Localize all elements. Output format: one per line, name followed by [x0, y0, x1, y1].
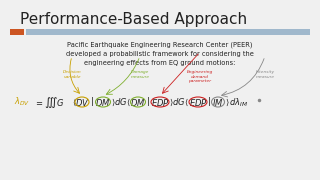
- Bar: [26, 29, 310, 35]
- Text: Decision
variable: Decision variable: [63, 70, 81, 79]
- Text: $|$: $|$: [207, 96, 211, 109]
- Text: $\lambda_{DV}$: $\lambda_{DV}$: [14, 96, 30, 108]
- Text: $DV$: $DV$: [75, 96, 89, 107]
- Text: $|$: $|$: [90, 96, 94, 109]
- Text: $\langle$: $\langle$: [72, 96, 76, 108]
- Text: Intensity
measure: Intensity measure: [255, 70, 275, 79]
- Text: Engineering
demand
parameter: Engineering demand parameter: [187, 70, 213, 83]
- Text: $|$: $|$: [146, 96, 150, 109]
- Text: engineering effects from EQ ground motions:: engineering effects from EQ ground motio…: [84, 60, 236, 66]
- Text: $\rangle\, d\lambda_{IM}$: $\rangle\, d\lambda_{IM}$: [225, 96, 249, 108]
- Text: $EDP$: $EDP$: [151, 96, 169, 107]
- Text: $DM$: $DM$: [130, 96, 146, 107]
- Bar: [10, 29, 24, 35]
- Text: Damage
measure: Damage measure: [131, 70, 149, 79]
- Text: $EDP$: $EDP$: [188, 96, 207, 107]
- Text: $\rangle dG\langle$: $\rangle dG\langle$: [169, 96, 189, 108]
- Text: $IM$: $IM$: [212, 96, 224, 107]
- Text: Performance-Based Approach: Performance-Based Approach: [20, 12, 247, 27]
- Text: $=\iiint G$: $=\iiint G$: [34, 94, 65, 109]
- Text: Pacific Earthquake Engineering Research Center (PEER): Pacific Earthquake Engineering Research …: [67, 42, 253, 48]
- Text: $DM$: $DM$: [95, 96, 111, 107]
- Text: developed a probabilistic framework for considering the: developed a probabilistic framework for …: [66, 51, 254, 57]
- Text: $\rangle dG\langle$: $\rangle dG\langle$: [111, 96, 131, 108]
